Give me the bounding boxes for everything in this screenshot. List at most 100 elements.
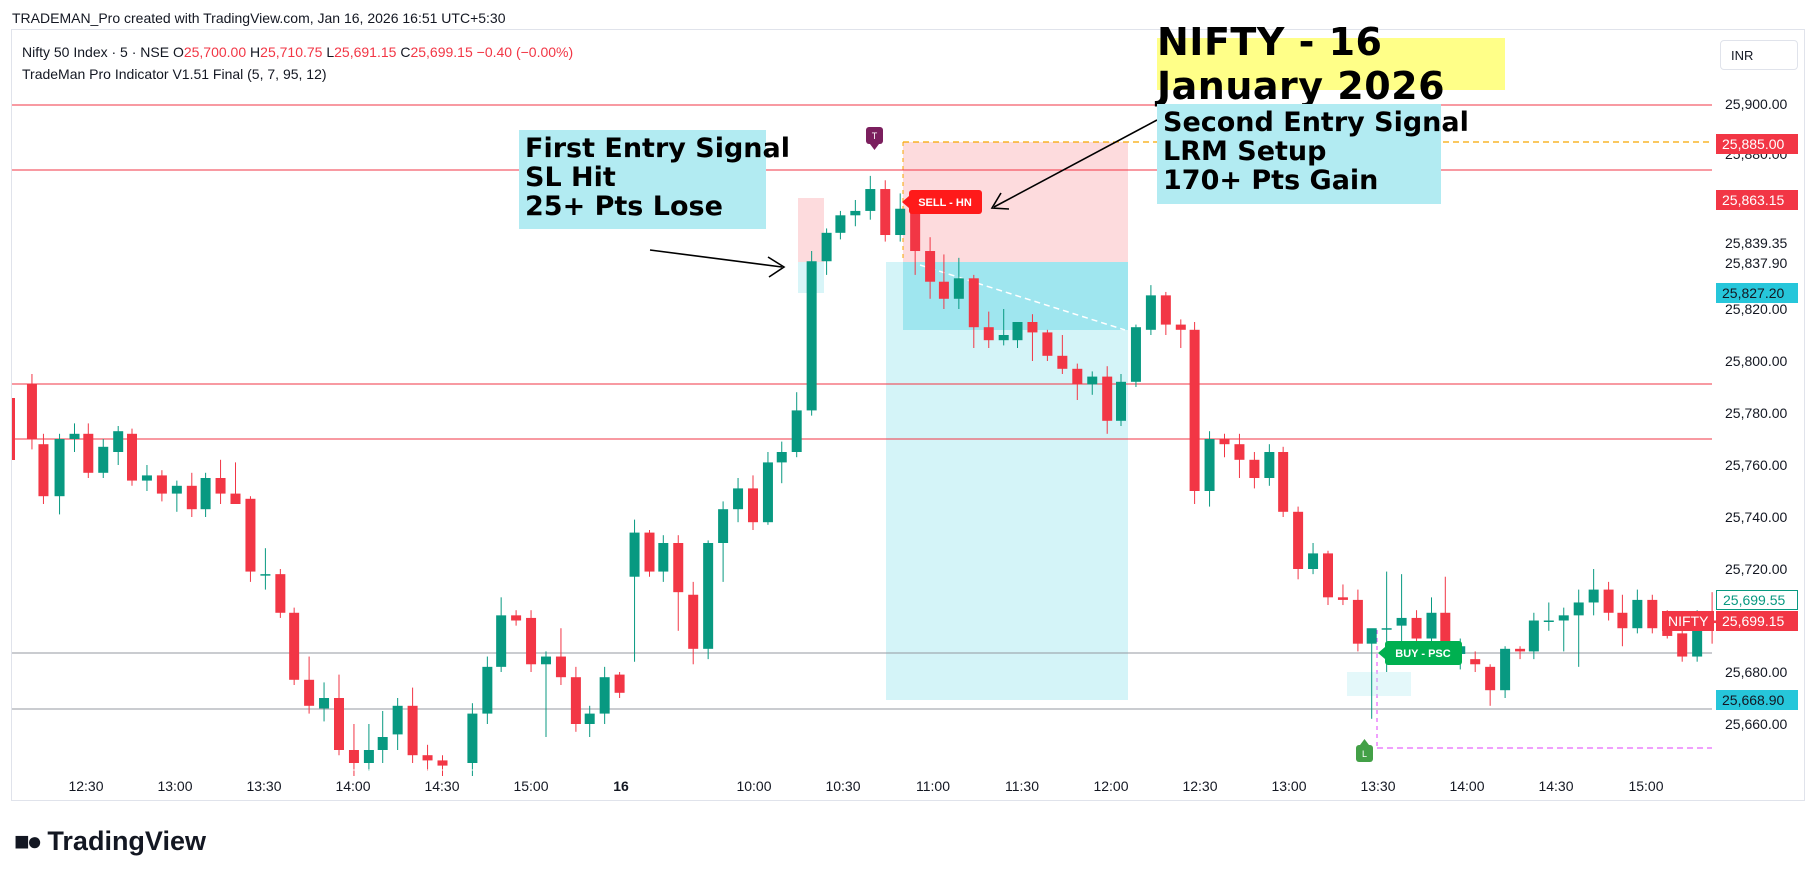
candle-body[interactable]	[762, 462, 773, 523]
candle-body[interactable]	[1175, 324, 1186, 330]
candle-body[interactable]	[629, 532, 640, 577]
candle-body[interactable]	[1500, 648, 1511, 691]
candle-body[interactable]	[1012, 322, 1023, 341]
candle-body[interactable]	[925, 251, 936, 282]
candle-body[interactable]	[910, 208, 921, 252]
candle-body[interactable]	[895, 208, 906, 236]
candle-body[interactable]	[1528, 620, 1539, 652]
candle-body[interactable]	[54, 439, 65, 497]
candle-body[interactable]	[1057, 355, 1068, 369]
candle-body[interactable]	[526, 617, 537, 665]
candle-body[interactable]	[127, 433, 137, 481]
candle-body[interactable]	[230, 493, 241, 504]
candle-body[interactable]	[1249, 459, 1260, 478]
candle-body[interactable]	[319, 698, 330, 709]
candle-body[interactable]	[703, 543, 714, 649]
candle-body[interactable]	[938, 281, 949, 299]
candle-body[interactable]	[776, 452, 787, 463]
candle-body[interactable]	[1573, 602, 1584, 616]
candle-body[interactable]	[1588, 589, 1599, 603]
candle-body[interactable]	[1130, 327, 1141, 382]
candle-body[interactable]	[1381, 628, 1392, 630]
candle-body[interactable]	[1042, 332, 1053, 356]
candle-body[interactable]	[1426, 612, 1437, 639]
candle-body[interactable]	[83, 433, 94, 473]
candle-body[interactable]	[791, 410, 802, 452]
candle-body[interactable]	[1396, 617, 1407, 626]
candle-body[interactable]	[1160, 295, 1171, 325]
candle-body[interactable]	[1692, 620, 1703, 657]
indicator-label[interactable]: TradeMan Pro Indicator V1.51 Final (5, 7…	[22, 66, 327, 82]
sell-signal-badge[interactable]	[909, 190, 982, 214]
candle-body[interactable]	[113, 431, 124, 452]
candle-body[interactable]	[688, 594, 699, 649]
candle-body[interactable]	[275, 574, 286, 613]
candle-body[interactable]	[1337, 597, 1348, 600]
candle-body[interactable]	[570, 677, 581, 724]
candle-body[interactable]	[1087, 376, 1098, 385]
candle-body[interactable]	[1293, 511, 1304, 569]
candle-body[interactable]	[1543, 620, 1554, 623]
candle-body[interactable]	[215, 478, 226, 494]
candle-body[interactable]	[392, 705, 403, 735]
candle-body[interactable]	[38, 444, 49, 497]
candle-body[interactable]	[1278, 452, 1289, 512]
candle-body[interactable]	[1603, 589, 1614, 613]
candle-body[interactable]	[348, 750, 359, 763]
candle-body[interactable]	[511, 615, 522, 621]
candle-body[interactable]	[289, 612, 300, 680]
candle-body[interactable]	[1440, 612, 1451, 657]
candle-body[interactable]	[1234, 444, 1245, 460]
candle-body[interactable]	[658, 543, 669, 572]
candle-body[interactable]	[1102, 376, 1113, 421]
tradingview-logo[interactable]: ■● TradingView	[14, 826, 206, 857]
candle-body[interactable]	[983, 327, 994, 341]
candle-body[interactable]	[835, 215, 846, 233]
candle-body[interactable]	[407, 705, 418, 756]
candle-body[interactable]	[437, 760, 448, 766]
low-marker-icon[interactable]	[1356, 745, 1373, 762]
candle-body[interactable]	[1515, 648, 1526, 652]
candle-body[interactable]	[377, 737, 388, 750]
candle-body[interactable]	[156, 475, 167, 494]
candle-body[interactable]	[1366, 628, 1377, 644]
candle-body[interactable]	[748, 488, 758, 523]
candle-body[interactable]	[496, 615, 507, 667]
candle-body[interactable]	[806, 261, 817, 411]
candle-body[interactable]	[334, 698, 344, 750]
candle-body[interactable]	[1352, 599, 1363, 644]
symbol-label[interactable]: Nifty 50 Index · 5 · NSE	[22, 44, 170, 60]
candle-body[interactable]	[865, 189, 876, 211]
candle-body[interactable]	[1617, 612, 1628, 629]
candle-body[interactable]	[953, 278, 964, 299]
candle-body[interactable]	[1662, 628, 1673, 636]
candle-body[interactable]	[998, 335, 1009, 341]
candle-body[interactable]	[880, 189, 891, 236]
candle-body[interactable]	[1647, 599, 1658, 629]
candle-body[interactable]	[673, 543, 684, 593]
candle-body[interactable]	[614, 674, 625, 693]
candle-body[interactable]	[584, 713, 595, 724]
candle-body[interactable]	[141, 475, 152, 481]
candle-body[interactable]	[821, 232, 832, 262]
candle-body[interactable]	[26, 384, 37, 439]
candle-body[interactable]	[1027, 322, 1038, 333]
candle-body[interactable]	[1677, 633, 1688, 657]
candle-body[interactable]	[186, 485, 197, 510]
candle-body[interactable]	[1072, 368, 1083, 385]
candle-body[interactable]	[1558, 615, 1569, 621]
candle-body[interactable]	[1189, 329, 1200, 491]
candle-body[interactable]	[968, 278, 979, 328]
candle-body[interactable]	[1411, 617, 1422, 639]
top-marker-icon[interactable]	[866, 127, 883, 144]
candle-body[interactable]	[718, 509, 729, 543]
candle-body[interactable]	[1323, 553, 1333, 598]
candle-body[interactable]	[1485, 666, 1496, 691]
currency-button[interactable]: INR	[1720, 40, 1798, 70]
candle-body[interactable]	[599, 677, 610, 714]
candle-body[interactable]	[541, 656, 551, 665]
candle-body[interactable]	[1219, 439, 1230, 445]
candle-body[interactable]	[363, 750, 374, 763]
candle-body[interactable]	[850, 210, 861, 216]
